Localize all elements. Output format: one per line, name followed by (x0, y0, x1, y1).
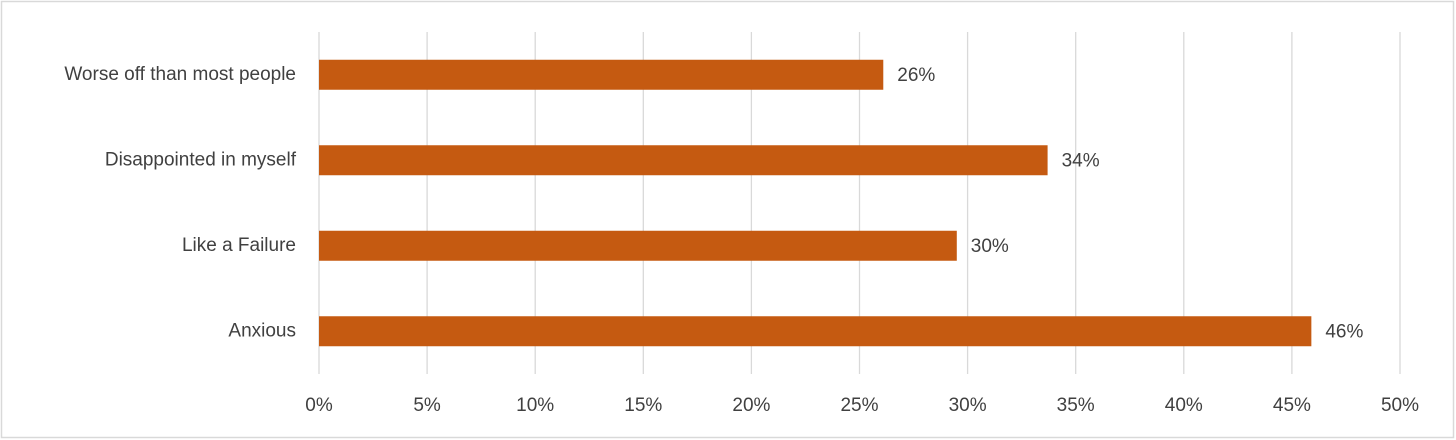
x-tick-label: 15% (624, 395, 662, 416)
bar (319, 316, 1312, 347)
y-tick-label: Anxious (228, 320, 296, 341)
bar (319, 145, 1048, 176)
bar (319, 230, 957, 261)
x-tick-label: 25% (840, 395, 878, 416)
x-tick-label: 0% (305, 395, 333, 416)
value-label: 30% (971, 236, 1009, 257)
bar (319, 59, 884, 90)
x-tick-label: 10% (516, 395, 554, 416)
x-tick-label: 45% (1273, 395, 1311, 416)
value-label: 26% (897, 65, 935, 86)
x-tick-label: 50% (1381, 395, 1419, 416)
x-tick-label: 40% (1165, 395, 1203, 416)
y-tick-label: Worse off than most people (64, 64, 296, 85)
x-tick-label: 35% (1057, 395, 1095, 416)
value-label: 46% (1325, 321, 1363, 342)
x-tick-label: 20% (732, 395, 770, 416)
value-label: 34% (1062, 150, 1100, 171)
x-tick-label: 30% (949, 395, 987, 416)
y-tick-label: Like a Failure (182, 235, 296, 256)
x-tick-label: 5% (413, 395, 441, 416)
y-tick-label: Disappointed in myself (105, 149, 297, 170)
